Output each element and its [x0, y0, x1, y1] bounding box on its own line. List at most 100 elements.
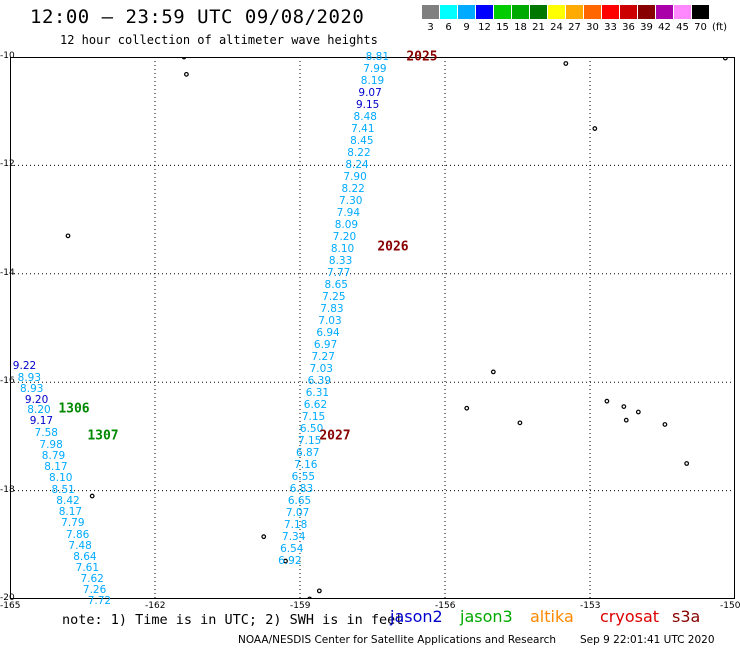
- legend-label: 21: [532, 22, 545, 33]
- legend-label: 27: [568, 22, 581, 33]
- legend-swatch: [638, 5, 655, 19]
- wave-height-value: 7.16: [294, 459, 318, 472]
- island-outline: [635, 409, 641, 415]
- wave-height-value: 7.07: [285, 507, 310, 520]
- satellite-name: jason3: [460, 607, 513, 626]
- island-outline: [604, 398, 610, 404]
- legend-swatch: [656, 5, 673, 19]
- wave-height-value: 6.55: [291, 471, 316, 484]
- wave-height-value: 6.54: [280, 543, 304, 556]
- wave-height-value: 8.51: [51, 483, 75, 496]
- legend-swatch: [530, 5, 547, 19]
- wave-height-value: 7.79: [61, 517, 85, 530]
- lon-tick-label: -165: [0, 601, 21, 611]
- wave-height-value: 7.61: [75, 561, 100, 574]
- legend-swatch: [494, 5, 511, 19]
- legend-swatch: [458, 5, 475, 19]
- wave-height-value: 8.10: [330, 242, 355, 255]
- wave-height-value: 6.83: [289, 482, 314, 495]
- wave-height-value: 8.93: [17, 371, 42, 384]
- map-subtitle: 12 hour collection of altimeter wave hei…: [60, 33, 378, 47]
- wave-height-value: 7.15: [301, 411, 326, 424]
- legend-label: 36: [622, 22, 635, 33]
- wave-height-value: 8.45: [350, 135, 374, 147]
- wave-height-value: 6.87: [296, 447, 320, 460]
- wave-height-value: 8.22: [347, 146, 371, 159]
- satellite-name: cryosat: [600, 607, 660, 626]
- legend-swatch: [602, 5, 619, 19]
- lat-tick-label: -14: [0, 267, 15, 278]
- wave-height-value: 6.31: [305, 387, 330, 400]
- lat-tick-label: -16: [0, 376, 15, 387]
- wave-height-value: 7.94: [336, 207, 361, 220]
- wave-height-value: 7.86: [65, 529, 90, 542]
- wave-height-value: 7.98: [39, 439, 63, 452]
- pass-number-label: 2026: [377, 239, 409, 255]
- island-outline: [621, 404, 627, 409]
- legend-label: 39: [640, 22, 653, 33]
- credit-line: NOAA/NESDIS Center for Satellite Applica…: [238, 634, 556, 646]
- island-outline: [65, 233, 71, 239]
- island-outline: [517, 420, 523, 426]
- island-outline: [184, 71, 189, 77]
- wave-height-value: 6.97: [313, 339, 338, 352]
- lon-tick-label: -159: [290, 601, 311, 611]
- wave-height-value: 7.48: [68, 539, 92, 552]
- wave-height-value: 9.15: [355, 98, 380, 111]
- island-outline: [623, 417, 629, 423]
- wave-height-value: 8.22: [341, 182, 365, 195]
- wave-height-value: 7.18: [283, 519, 308, 532]
- island-outline: [181, 57, 187, 60]
- legend-label: 33: [604, 22, 617, 33]
- island-outline: [316, 588, 322, 594]
- wave-height-value: 8.81: [365, 51, 390, 63]
- legend-swatch: [422, 5, 439, 19]
- wave-height-value: 9.17: [29, 415, 54, 428]
- wave-height-value: 9.22: [12, 359, 37, 372]
- wave-height-value: 7.83: [320, 303, 344, 316]
- pass-number-label: 2025: [406, 49, 438, 65]
- satellite-name: altika: [530, 607, 574, 626]
- wave-height-value: 8.20: [27, 404, 51, 417]
- island-outline: [464, 405, 470, 411]
- wave-height-value: 7.41: [351, 123, 375, 136]
- legend-label: 15: [496, 22, 509, 33]
- wave-height-value: 8.19: [360, 74, 385, 87]
- wave-height-value: 8.24: [345, 158, 369, 171]
- lat-tick-label: -20: [0, 593, 15, 603]
- wave-height-value: 6.39: [307, 375, 332, 388]
- wave-height-value: 8.65: [324, 279, 348, 292]
- timestamp: Sep 9 22:01:41 UTC 2020: [580, 634, 715, 646]
- altimeter-map: [10, 57, 735, 599]
- legend-label: 70: [694, 22, 707, 33]
- wave-height-value: 7.72: [87, 595, 112, 608]
- wave-height-value: 7.58: [34, 427, 58, 440]
- wave-height-value: 6.62: [303, 398, 328, 411]
- legend-swatch: [566, 5, 583, 19]
- wave-height-value: 7.03: [318, 314, 342, 327]
- pass-number-label: 1306: [58, 401, 90, 417]
- lon-tick-label: -153: [580, 601, 601, 611]
- legend-swatch: [440, 5, 457, 19]
- island-outline: [307, 596, 313, 599]
- map-frame: [10, 57, 735, 599]
- wave-height-value: 9.20: [24, 393, 49, 406]
- satellite-name: s3a: [672, 607, 701, 626]
- wave-height-value: 7.34: [282, 531, 306, 544]
- legend-label: 6: [445, 22, 452, 33]
- island-outline: [592, 126, 598, 131]
- island-outline: [283, 558, 288, 564]
- island-outline: [662, 422, 668, 427]
- wave-height-value: 8.17: [44, 460, 68, 473]
- wave-height-value: 6.50: [299, 423, 324, 436]
- wave-height-value: 8.10: [49, 471, 73, 484]
- legend-label: 9: [463, 22, 470, 33]
- lat-tick-label: -12: [0, 159, 15, 170]
- wave-height-value: 7.20: [332, 230, 357, 243]
- legend-label: 30: [586, 22, 599, 33]
- footer-note: note: 1) Time is in UTC; 2) SWH is in fe…: [62, 612, 404, 628]
- wave-height-value: 7.26: [82, 584, 107, 597]
- wave-height-value: 6.92: [278, 555, 302, 568]
- wave-height-value: 8.48: [353, 110, 377, 123]
- wave-height-value: 9.07: [358, 86, 382, 99]
